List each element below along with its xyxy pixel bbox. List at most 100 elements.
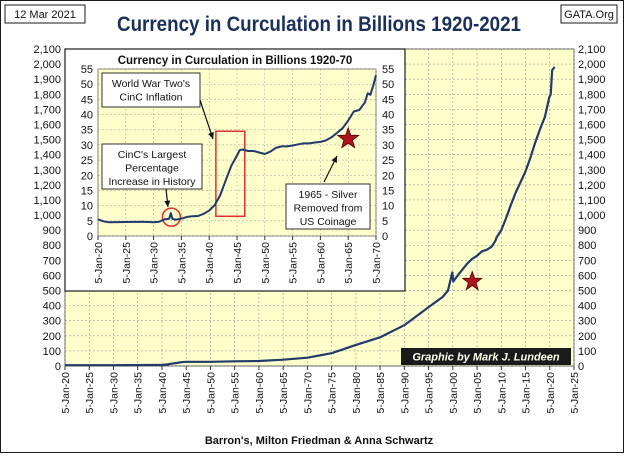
main-y-tick-label-left: 1,100 xyxy=(33,195,61,207)
main-y-tick-label-right: 2,100 xyxy=(578,44,606,56)
main-y-tick-label-left: 1,300 xyxy=(33,165,61,177)
source-site-label: GATA.Org xyxy=(564,9,614,21)
main-y-tick-label-left: 0 xyxy=(55,361,61,373)
main-y-tick-label-left: 500 xyxy=(43,286,61,298)
inset-y-tick-label-right: 30 xyxy=(382,140,394,152)
main-y-tick-label-right: 800 xyxy=(578,240,596,252)
main-y-tick-label-left: 1,500 xyxy=(33,135,61,147)
main-y-tick-label-left: 1,600 xyxy=(33,119,61,131)
main-x-tick-label: 5-Jan-85 xyxy=(375,372,387,414)
inset-x-tick-label: 5-Jan-25 xyxy=(121,242,133,284)
inset-y-tick-label-right: 35 xyxy=(382,125,394,137)
main-x-tick-label: 5-Jan-45 xyxy=(181,372,193,414)
inset-x-tick-label: 5-Jan-40 xyxy=(204,242,216,284)
inset-y-tick-label-right: 20 xyxy=(382,170,394,182)
inset-y-tick-label-right: 50 xyxy=(382,79,394,91)
main-y-tick-label-left: 300 xyxy=(43,316,61,328)
inset-x-tick-label: 5-Jan-60 xyxy=(315,242,327,284)
main-y-tick-label-right: 1,800 xyxy=(578,89,606,101)
inset-y-tick-label-left: 10 xyxy=(81,201,93,213)
inset-y-tick-label-left: 35 xyxy=(81,125,93,137)
main-star-marker xyxy=(461,270,483,291)
main-y-tick-label-left: 200 xyxy=(43,331,61,343)
inset-x-tick-label: 5-Jan-30 xyxy=(149,242,161,284)
main-y-tick-label-left: 700 xyxy=(43,255,61,267)
inset-x-tick-label: 5-Jan-65 xyxy=(343,242,355,284)
main-y-tick-label-right: 1,000 xyxy=(578,210,606,222)
inset-y-tick-label-right: 25 xyxy=(382,155,394,167)
inset-y-tick-label-left: 15 xyxy=(81,185,93,197)
main-series-line xyxy=(65,66,556,367)
main-y-tick-label-right: 2,000 xyxy=(578,59,606,71)
inset-x-tick-label: 5-Jan-20 xyxy=(93,242,105,284)
inset-y-tick-label-left: 5 xyxy=(87,216,93,228)
inset-y-tick-label-right: 45 xyxy=(382,94,394,106)
inset-y-tick-label-left: 20 xyxy=(81,170,93,182)
inset-y-tick-label-left: 25 xyxy=(81,155,93,167)
inset-y-tick-label-left: 45 xyxy=(81,94,93,106)
main-y-tick-label-right: 700 xyxy=(578,255,596,267)
inset-y-tick-label-left: 55 xyxy=(81,64,93,76)
main-y-tick-label-right: 600 xyxy=(578,270,596,282)
main-y-tick-label-right: 1,900 xyxy=(578,74,606,86)
main-y-tick-label-left: 1,900 xyxy=(33,74,61,86)
main-x-tick-label: 5-Jan-70 xyxy=(302,372,314,414)
credit-label: Graphic by Mark J. Lundeen xyxy=(412,352,560,364)
main-y-tick-label-right: 1,500 xyxy=(578,135,606,147)
main-y-tick-label-left: 2,100 xyxy=(33,44,61,56)
main-y-tick-label-right: 400 xyxy=(578,301,596,313)
main-y-tick-label-right: 1,700 xyxy=(578,104,606,116)
inset-y-tick-label-right: 10 xyxy=(382,201,394,213)
main-y-tick-label-right: 900 xyxy=(578,225,596,237)
inset-star-marker xyxy=(336,126,360,149)
inset-x-tick-label: 5-Jan-70 xyxy=(371,242,383,284)
main-y-tick-label-left: 800 xyxy=(43,240,61,252)
inset-y-tick-label-right: 0 xyxy=(382,231,388,243)
inset-y-tick-label-left: 50 xyxy=(81,79,93,91)
wwii-arrow-head xyxy=(208,132,214,139)
main-x-tick-label: 5-Jan-50 xyxy=(205,372,217,414)
main-y-tick-label-left: 100 xyxy=(43,346,61,358)
main-y-tick-label-right: 1,200 xyxy=(578,180,606,192)
main-y-tick-label-right: 300 xyxy=(578,316,596,328)
main-y-tick-label-right: 1,400 xyxy=(578,150,606,162)
main-y-tick-label-right: 200 xyxy=(578,331,596,343)
main-y-tick-label-right: 100 xyxy=(578,346,596,358)
main-x-tick-label: 5-Jan-20 xyxy=(60,372,72,414)
date-box xyxy=(4,4,86,24)
inset-y-tick-label-left: 0 xyxy=(87,231,93,243)
inset-y-tick-label-right: 5 xyxy=(382,216,388,228)
wwii-highlight-rect xyxy=(215,130,246,218)
main-x-tick-label: 5-Jan-35 xyxy=(133,372,145,414)
inset-x-tick-label: 5-Jan-35 xyxy=(176,242,188,284)
main-y-tick-label-left: 400 xyxy=(43,301,61,313)
inset-series-line xyxy=(97,74,377,224)
main-x-tick-label: 5-Jan-20 xyxy=(545,372,557,414)
main-x-tick-label: 5-Jan-00 xyxy=(448,372,460,414)
inset-chart: Currency in Curculation in Billions 1920… xyxy=(64,48,406,292)
main-y-tick-label-left: 1,800 xyxy=(33,89,61,101)
main-x-tick-label: 5-Jan-55 xyxy=(230,372,242,414)
spike-arrow-head xyxy=(164,200,171,207)
main-x-tick-label: 5-Jan-30 xyxy=(108,372,120,414)
main-x-tick-label: 5-Jan-75 xyxy=(327,372,339,414)
main-y-tick-label-left: 1,400 xyxy=(33,150,61,162)
main-y-tick-label-right: 1,600 xyxy=(578,119,606,131)
main-y-tick-label-right: 500 xyxy=(578,286,596,298)
source-footer: Barron's, Milton Friedman & Anna Schwart… xyxy=(205,435,434,447)
largest-increase-callout-text: CinC's Largest Percentage Increase in Hist… xyxy=(109,149,197,188)
largest-increase-callout-box xyxy=(101,143,203,190)
main-x-tick-label: 5-Jan-10 xyxy=(496,372,508,414)
inset-x-tick-label: 5-Jan-50 xyxy=(260,242,272,284)
main-y-tick-label-left: 1,700 xyxy=(33,104,61,116)
main-x-tick-label: 5-Jan-60 xyxy=(254,372,266,414)
main-y-tick-label-left: 600 xyxy=(43,270,61,282)
inset-x-tick-label: 5-Jan-55 xyxy=(288,242,300,284)
main-x-tick-label: 5-Jan-25 xyxy=(569,372,581,414)
silver-arrow-head xyxy=(331,156,337,163)
main-y-tick-label-left: 900 xyxy=(43,225,61,237)
chart-title: Currency in Curculation in Billions 1920… xyxy=(117,13,521,36)
main-x-tick-label: 5-Jan-65 xyxy=(278,372,290,414)
